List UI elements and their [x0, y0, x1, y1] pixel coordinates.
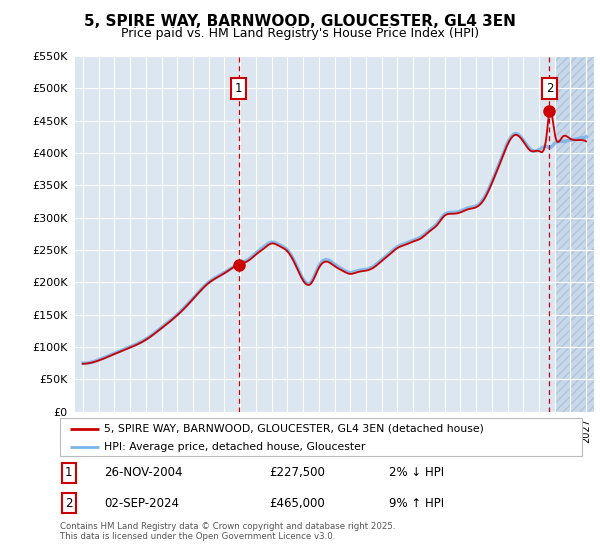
- Text: £465,000: £465,000: [269, 497, 325, 510]
- Text: 9% ↑ HPI: 9% ↑ HPI: [389, 497, 444, 510]
- FancyBboxPatch shape: [60, 418, 582, 456]
- Text: 2% ↓ HPI: 2% ↓ HPI: [389, 466, 444, 479]
- Text: 02-SEP-2024: 02-SEP-2024: [104, 497, 179, 510]
- Text: 5, SPIRE WAY, BARNWOOD, GLOUCESTER, GL4 3EN: 5, SPIRE WAY, BARNWOOD, GLOUCESTER, GL4 …: [84, 14, 516, 29]
- Text: HPI: Average price, detached house, Gloucester: HPI: Average price, detached house, Glou…: [104, 442, 366, 452]
- Text: Price paid vs. HM Land Registry's House Price Index (HPI): Price paid vs. HM Land Registry's House …: [121, 27, 479, 40]
- Bar: [554, 56, 594, 412]
- Text: 1: 1: [65, 466, 73, 479]
- Text: £227,500: £227,500: [269, 466, 325, 479]
- Text: 2: 2: [65, 497, 73, 510]
- Text: 26-NOV-2004: 26-NOV-2004: [104, 466, 183, 479]
- Text: 2: 2: [546, 82, 553, 95]
- Bar: [554, 56, 594, 412]
- Text: 5, SPIRE WAY, BARNWOOD, GLOUCESTER, GL4 3EN (detached house): 5, SPIRE WAY, BARNWOOD, GLOUCESTER, GL4 …: [104, 424, 484, 434]
- Text: 1: 1: [235, 82, 242, 95]
- Text: Contains HM Land Registry data © Crown copyright and database right 2025.
This d: Contains HM Land Registry data © Crown c…: [60, 522, 395, 542]
